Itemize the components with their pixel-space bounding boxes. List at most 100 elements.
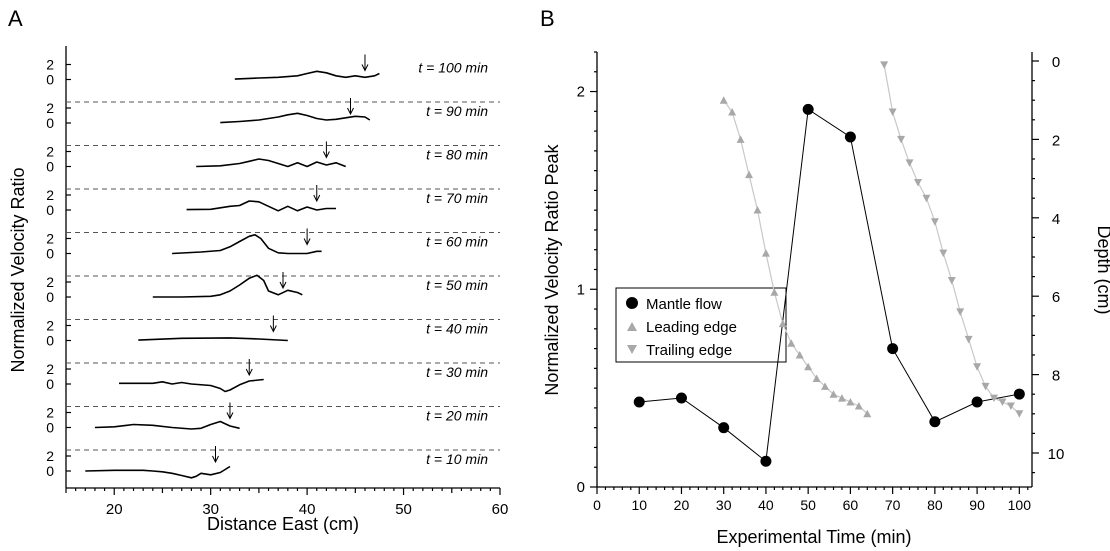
panel-a-y-tick-label: 2 — [46, 187, 54, 203]
panel-a-time-label: t = 70 min — [426, 190, 488, 206]
panel-a-time-label: t = 60 min — [426, 234, 488, 250]
panel-b-label: B — [540, 6, 555, 31]
panel-a-y-tick-label: 0 — [46, 159, 54, 175]
panel-a-peak-arrowhead — [361, 64, 369, 72]
panel-a-peak-arrowhead — [226, 412, 234, 420]
panel-a-x-label: Distance East (cm) — [207, 514, 359, 534]
leading-edge-point — [854, 401, 863, 410]
panel-b-x-tick-label: 10 — [631, 497, 647, 513]
mantle-flow-point — [718, 422, 730, 434]
panel-b-y-tick-label: 0 — [577, 479, 585, 496]
leading-edge-point — [736, 135, 745, 143]
trailing-edge-point — [913, 179, 922, 187]
panel-a-y-tick-label: 2 — [46, 57, 54, 73]
panel-a-chart: Distance East (cm) Normalized Velocity R… — [8, 46, 508, 534]
panel-a-x-tick-label: 60 — [492, 501, 509, 518]
panel-a-y-label: Normalized Velocity Ratio — [8, 167, 28, 372]
panel-a-y-tick-label: 2 — [46, 100, 54, 116]
leading-edge-point — [846, 398, 855, 406]
panel-a-y-tick-label: 0 — [46, 115, 54, 131]
panel-b-x-tick-label: 0 — [593, 497, 601, 513]
leading-edge-point — [804, 362, 813, 371]
panel-b-y2-tick-label: 6 — [1052, 289, 1060, 306]
panel-a-y-tick-label: 2 — [46, 318, 54, 334]
mantle-flow-point — [929, 416, 941, 428]
panel-b-y2-tick-label: 4 — [1052, 211, 1060, 228]
legend-label-trailing-edge: Trailing edge — [646, 342, 732, 359]
panel-b-x-tick-label: 50 — [800, 497, 816, 513]
panel-a-y-tick-label: 0 — [46, 420, 54, 436]
trailing-edge-point — [973, 363, 982, 371]
panel-a-time-label: t = 50 min — [426, 277, 488, 293]
trailing-edge-point — [998, 398, 1007, 407]
mantle-flow-point — [887, 343, 899, 355]
legend-marker-trailing-edge — [627, 345, 637, 354]
trailing-edge-point — [947, 277, 956, 285]
panel-b-x-tick-label: 20 — [674, 497, 690, 513]
legend-box — [615, 287, 787, 363]
panel-a-y-tick-label: 0 — [46, 202, 54, 218]
panel-a-time-label: t = 80 min — [426, 147, 488, 163]
leading-edge-point — [795, 351, 804, 359]
panel-b-x-tick-label: 70 — [885, 497, 901, 513]
mantle-flow-point — [1013, 388, 1025, 400]
trailing-edge-point — [989, 394, 998, 403]
mantle-flow-point — [633, 396, 645, 408]
trailing-edge-point — [897, 135, 906, 144]
panel-a-peak-arrowhead — [212, 455, 219, 464]
panel-b-x-tick-label: 60 — [843, 497, 859, 513]
leading-edge-point — [719, 96, 728, 104]
panel-a-peak-arrowhead — [269, 325, 277, 333]
panel-b-chart: Experimental Time (min) Normalized Veloc… — [542, 51, 1110, 547]
panel-a-y-tick-label: 2 — [46, 361, 54, 377]
panel-a-peak-arrowhead — [303, 238, 311, 246]
mantle-flow-point — [971, 396, 983, 408]
leading-edge-point — [787, 339, 796, 347]
panel-a-y-tick-label: 2 — [46, 405, 54, 421]
legend-marker-mantle-flow — [626, 297, 638, 309]
panel-a-y-tick-label: 2 — [46, 274, 54, 290]
panel-b-series-line-circle — [639, 108, 1020, 463]
panel-b-y2-tick-label: 10 — [1048, 446, 1065, 463]
panel-a-velocity-curve — [186, 200, 336, 212]
trailing-edge-point — [956, 308, 965, 316]
panel-a-time-label: t = 40 min — [426, 321, 488, 337]
panel-a-velocity-curve — [234, 70, 380, 80]
panel-a-velocity-curve — [152, 274, 303, 298]
panel-a-x-tick-label: 40 — [299, 501, 316, 518]
panel-b-y2-tick-label: 8 — [1052, 368, 1060, 385]
legend-label-mantle-flow: Mantle flow — [646, 296, 722, 313]
leading-edge-point — [745, 170, 754, 179]
leading-edge-point — [778, 319, 787, 328]
trailing-edge-point — [1006, 402, 1015, 410]
leading-edge-point — [728, 107, 737, 116]
panel-a-x-tick-label: 50 — [395, 501, 412, 518]
panel-a-label: A — [8, 6, 23, 31]
trailing-edge-point — [888, 108, 897, 116]
panel-b-x-tick-label: 30 — [716, 497, 732, 513]
trailing-edge-point — [880, 61, 889, 69]
panel-b-series-line-triangle-down — [883, 64, 1020, 415]
panel-a-y-tick-label: 0 — [46, 333, 54, 349]
legend-label-leading-edge: Leading edge — [646, 319, 737, 336]
panel-a-time-label: t = 20 min — [426, 408, 488, 424]
panel-a-time-label: t = 100 min — [418, 60, 488, 76]
panel-a-velocity-curve — [85, 465, 231, 479]
mantle-flow-point — [675, 392, 687, 404]
panel-b-x-tick-label: 80 — [927, 497, 943, 513]
panel-b-y-label: Normalized Velocity Ratio Peak — [542, 143, 562, 395]
trailing-edge-point — [939, 249, 948, 258]
leading-edge-point — [837, 394, 846, 402]
leading-edge-point — [821, 382, 830, 390]
panel-a-y-tick-label: 2 — [46, 144, 54, 160]
leading-edge-point — [761, 249, 770, 257]
panel-a-peak-arrowhead — [245, 368, 253, 377]
panel-a-velocity-curve — [138, 337, 288, 342]
panel-a-x-tick-label: 20 — [106, 501, 123, 518]
trailing-edge-point — [964, 335, 973, 344]
leading-edge-point — [753, 205, 762, 214]
legend-marker-leading-edge — [627, 322, 637, 331]
panel-b-y-tick-label: 2 — [577, 84, 585, 101]
leading-edge-point — [863, 409, 872, 418]
